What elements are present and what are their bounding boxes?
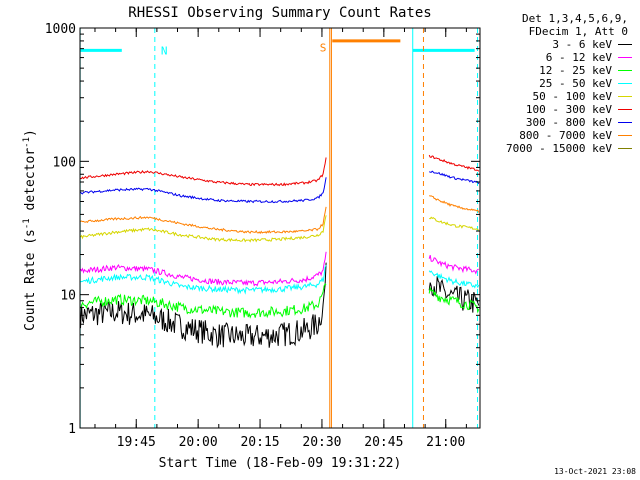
legend-swatch xyxy=(618,135,632,136)
legend-label: 50 - 100 keV xyxy=(532,90,612,103)
series-50-100-kev-line xyxy=(80,215,327,243)
x-tick-label: 21:00 xyxy=(426,435,465,450)
series-800-7000-kev-line xyxy=(80,206,327,235)
legend-label: 100 - 300 keV xyxy=(525,103,612,116)
legend-entry: 25 - 50 keV xyxy=(480,77,636,90)
night-label: N xyxy=(161,44,168,57)
legend-swatch xyxy=(618,83,632,84)
y-tick-label: 1 xyxy=(68,422,76,437)
legend-entry: 50 - 100 keV xyxy=(480,90,636,103)
legend-entry: 7000 - 15000 keV xyxy=(480,142,636,155)
legend-entry: 300 - 800 keV xyxy=(480,116,636,129)
saa-label: S xyxy=(320,41,327,54)
series-3-6-kev-line-after-gap xyxy=(428,276,480,313)
y-axis-label-exp1: -1 xyxy=(22,218,32,229)
legend-swatch xyxy=(618,122,632,123)
series-50-100-kev-line-after-gap xyxy=(429,216,480,231)
series-300-800-kev-line-after-gap xyxy=(429,170,480,185)
series-300-800-kev-line xyxy=(80,177,327,204)
x-axis-label: Start Time (18-Feb-09 19:31:22) xyxy=(159,456,402,471)
legend-header-line1: Det 1,3,4,5,6,9, xyxy=(522,12,628,25)
legend-label: 7000 - 15000 keV xyxy=(506,142,612,155)
legend: Det 1,3,4,5,6,9, FDecim 1, Att 0 3 - 6 k… xyxy=(480,12,636,155)
legend-entry: 6 - 12 keV xyxy=(480,51,636,64)
x-tick-label: 20:15 xyxy=(240,435,279,450)
series-25-50-kev-line xyxy=(80,265,327,295)
legend-entry: 800 - 7000 keV xyxy=(480,129,636,142)
legend-swatch xyxy=(618,57,632,58)
legend-entry: 12 - 25 keV xyxy=(480,64,636,77)
y-tick-label: 1000 xyxy=(45,22,76,37)
y-tick-label: 100 xyxy=(53,155,76,170)
series-3-6-kev-line xyxy=(80,262,327,349)
x-tick-label: 20:30 xyxy=(302,435,341,450)
series-12-25-kev-line xyxy=(80,283,327,319)
legend-entry: 3 - 6 keV xyxy=(480,38,636,51)
legend-entry: 100 - 300 keV xyxy=(480,103,636,116)
axes-layer: 1 10 100 1000 19:45 20:00 20:15 20:30 20:45 21:00 xyxy=(45,22,481,450)
series-layer xyxy=(80,154,480,349)
legend-label: 3 - 6 keV xyxy=(552,38,612,51)
y-axis-label-part: Count Rate (s xyxy=(23,229,38,331)
y-axis-label-exp2: -1 xyxy=(22,137,32,148)
series-100-300-kev-line xyxy=(80,157,327,187)
y-tick-label: 10 xyxy=(60,289,76,304)
legend-label: 6 - 12 keV xyxy=(545,51,612,64)
legend-label: 12 - 25 keV xyxy=(539,64,612,77)
series-12-25-kev-line-after-gap xyxy=(428,287,480,314)
series-25-50-kev-line-after-gap xyxy=(428,270,480,289)
plot-border xyxy=(79,27,481,429)
series-6-12-kev-line xyxy=(80,251,327,287)
series-6-12-kev-line-after-gap xyxy=(428,254,479,275)
legend-label: 800 - 7000 keV xyxy=(519,129,612,142)
legend-swatch xyxy=(618,148,632,149)
x-tick-label: 19:45 xyxy=(117,435,156,450)
generated-timestamp: 13-Oct-2021 23:08 xyxy=(554,467,636,476)
legend-header-line2: FDecim 1, Att 0 xyxy=(528,25,628,38)
series-100-300-kev-line-after-gap xyxy=(428,154,480,172)
y-axis-label-part2: detector xyxy=(23,148,38,219)
x-tick-label: 20:45 xyxy=(364,435,403,450)
legend-swatch xyxy=(618,44,632,45)
legend-swatch xyxy=(618,109,632,110)
legend-entries: 3 - 6 keV 6 - 12 keV 12 - 25 keV 25 - 50 ke… xyxy=(480,38,636,155)
x-tick-label: 20:00 xyxy=(179,435,218,450)
legend-swatch xyxy=(618,96,632,97)
y-axis-label: Count Rate (s-1 detector-1) xyxy=(22,129,38,331)
chart-title: RHESSI Observing Summary Count Rates xyxy=(128,5,431,21)
legend-swatch xyxy=(618,70,632,71)
y-axis-label-end: ) xyxy=(23,129,38,137)
series-800-7000-kev-line-after-gap xyxy=(429,195,480,213)
legend-label: 300 - 800 keV xyxy=(525,116,612,129)
legend-label: 25 - 50 keV xyxy=(539,77,612,90)
